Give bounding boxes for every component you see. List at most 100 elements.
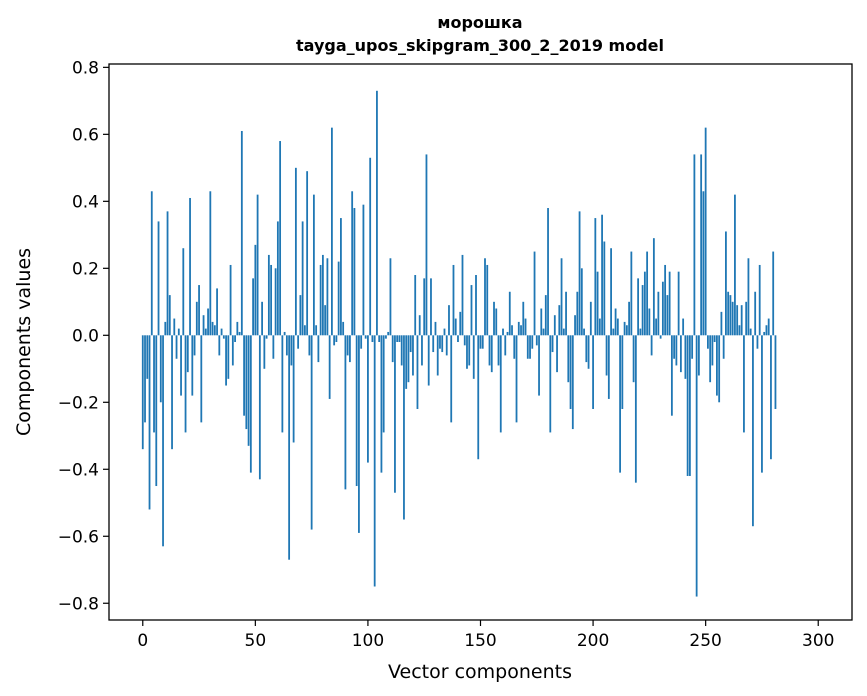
bar-component-7 — [157, 221, 160, 336]
bar-component-174 — [533, 251, 536, 336]
bar-component-127 — [427, 335, 430, 386]
bar-component-9 — [162, 335, 164, 547]
bar-component-270 — [749, 328, 752, 336]
bar-component-224 — [646, 251, 649, 336]
y-ticks-group: −0.8 −0.6 −0.4 −0.2 0.0 0.2 0.4 0.6 0.8 — [58, 58, 109, 614]
bar-component-60 — [276, 221, 279, 336]
bar-component-192 — [574, 315, 576, 336]
bar-component-27 — [202, 315, 205, 336]
bar-component-89 — [342, 321, 345, 336]
bar-component-198 — [587, 335, 590, 369]
bar-component-189 — [567, 335, 570, 383]
bar-component-65 — [288, 335, 291, 560]
bar-component-87 — [337, 261, 340, 336]
bar-component-201 — [594, 218, 597, 336]
bar-component-31 — [211, 321, 214, 336]
bar-component-40 — [231, 335, 234, 366]
bar-component-237 — [675, 335, 678, 366]
bar-component-217 — [630, 251, 633, 336]
bar-component-49 — [252, 278, 254, 336]
bar-component-179 — [544, 295, 547, 336]
bar-component-202 — [596, 271, 599, 336]
bar-component-278 — [767, 318, 770, 336]
bar-component-258 — [722, 335, 725, 359]
bar-component-235 — [670, 335, 673, 416]
bar-component-175 — [535, 335, 538, 346]
bar-component-240 — [682, 318, 685, 336]
bar-component-122 — [416, 335, 419, 409]
bar-component-162 — [506, 331, 509, 336]
bar-component-143 — [463, 335, 466, 346]
bar-component-5 — [153, 335, 155, 433]
bar-component-220 — [637, 278, 640, 336]
bar-component-133 — [441, 335, 444, 353]
bar-component-183 — [553, 315, 556, 336]
bar-component-281 — [774, 335, 777, 409]
bar-component-88 — [340, 218, 342, 336]
bar-component-269 — [747, 258, 750, 336]
bar-component-33 — [216, 288, 218, 336]
bar-component-275 — [761, 335, 763, 473]
bar-component-47 — [247, 335, 250, 446]
bar-component-0 — [141, 335, 144, 450]
bar-component-254 — [713, 335, 716, 342]
bar-component-123 — [418, 315, 421, 336]
bar-component-251 — [707, 335, 709, 349]
bar-component-256 — [718, 335, 721, 403]
bar-component-193 — [576, 291, 579, 336]
bar-component-2 — [146, 335, 149, 379]
bar-component-62 — [281, 335, 284, 433]
bar-component-68 — [294, 167, 297, 336]
bar-component-82 — [326, 258, 329, 336]
bar-component-54 — [263, 335, 266, 369]
chart-title: морошка — [437, 13, 522, 32]
bar-component-107 — [382, 335, 385, 433]
bar-component-13 — [171, 335, 173, 450]
bar-component-204 — [601, 214, 603, 336]
bar-component-53 — [261, 301, 263, 336]
bar-component-233 — [666, 295, 669, 336]
bar-component-120 — [412, 335, 414, 376]
bar-component-140 — [457, 335, 459, 342]
bar-component-159 — [499, 335, 502, 433]
bar-component-253 — [711, 335, 714, 366]
bar-component-41 — [234, 335, 236, 342]
bar-component-227 — [652, 238, 655, 336]
bar-component-151 — [481, 335, 484, 349]
bar-component-21 — [189, 197, 191, 336]
bar-component-216 — [628, 301, 630, 336]
bar-component-186 — [560, 258, 563, 336]
bar-component-276 — [763, 331, 766, 336]
bar-component-239 — [679, 335, 682, 373]
bar-component-260 — [727, 291, 730, 336]
bar-component-25 — [198, 285, 200, 336]
x-tick-label: 200 — [577, 631, 609, 651]
bar-component-37 — [225, 335, 227, 386]
bar-component-147 — [472, 335, 475, 379]
x-tick-label: 100 — [352, 631, 384, 651]
bar-component-207 — [607, 335, 610, 399]
bar-component-50 — [254, 244, 257, 336]
x-tick-label: 150 — [464, 631, 496, 651]
bar-component-8 — [159, 335, 162, 403]
bar-component-90 — [344, 335, 347, 490]
bar-component-177 — [540, 308, 543, 336]
y-tick-label: −0.4 — [58, 460, 99, 480]
bar-component-214 — [623, 321, 626, 336]
bar-component-210 — [614, 308, 617, 336]
bar-component-109 — [387, 331, 390, 336]
bar-component-74 — [308, 335, 311, 356]
x-tick-label: 250 — [689, 631, 721, 651]
bar-component-102 — [371, 335, 374, 342]
bar-component-52 — [258, 335, 261, 480]
bar-component-130 — [434, 321, 437, 336]
bar-component-262 — [731, 301, 734, 336]
bar-component-272 — [754, 291, 757, 336]
bar-component-180 — [547, 208, 549, 336]
bar-component-167 — [517, 321, 520, 336]
bar-component-155 — [490, 335, 493, 373]
bar-component-36 — [222, 335, 225, 339]
bar-component-206 — [605, 335, 608, 376]
y-tick-label: 0.0 — [72, 326, 99, 346]
